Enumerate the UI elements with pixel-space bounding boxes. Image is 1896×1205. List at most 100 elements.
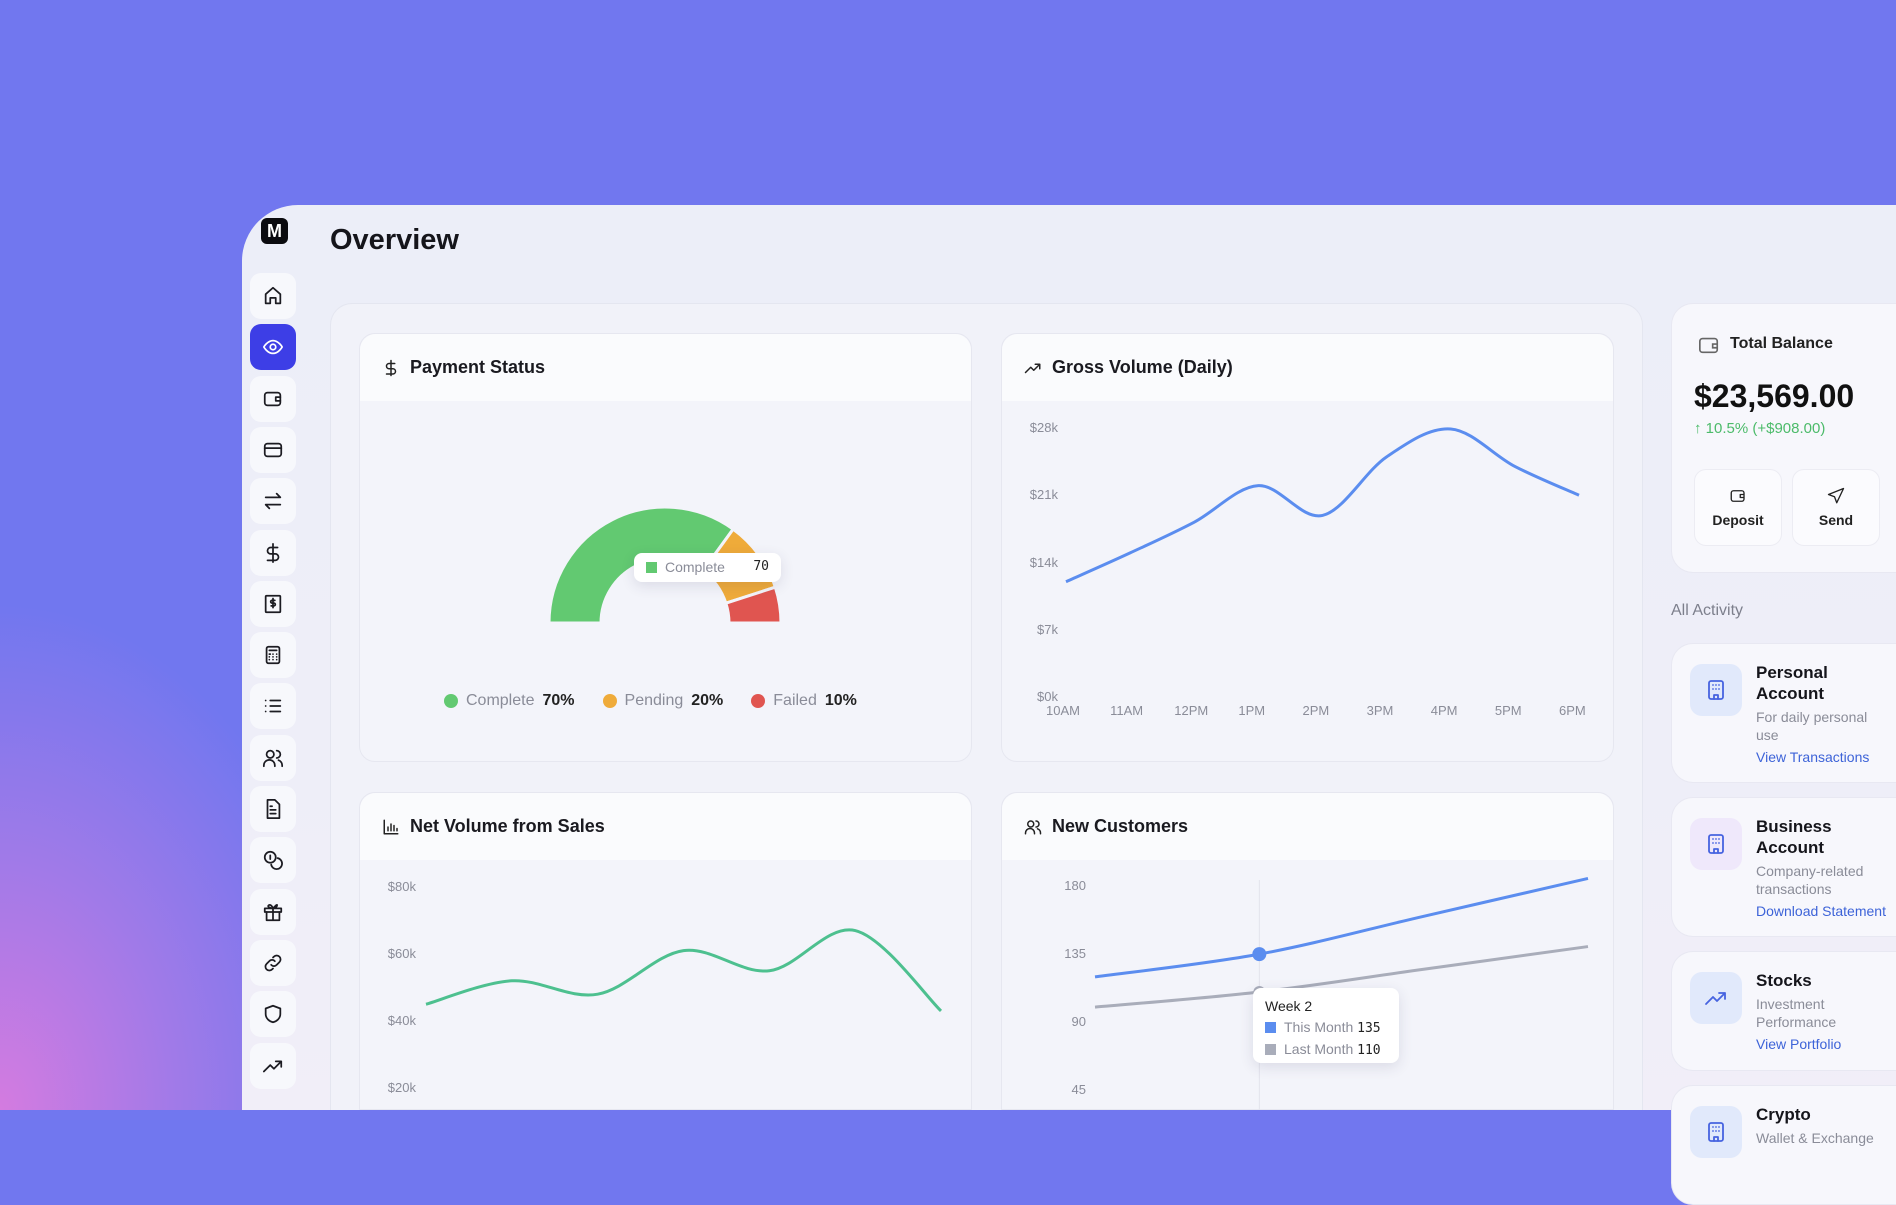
credit-card-icon xyxy=(263,442,283,458)
activity-subtitle: Wallet & Exchange xyxy=(1756,1130,1874,1146)
tooltip-label: Last Month xyxy=(1284,1041,1354,1057)
tooltip-value: 135 xyxy=(1357,1021,1381,1036)
deposit-button[interactable]: Deposit xyxy=(1694,469,1782,546)
activity-item[interactable]: Stocks Investment Performance View Portfol… xyxy=(1671,951,1896,1071)
app-logo: M xyxy=(261,218,288,244)
trending-up-icon xyxy=(1024,363,1041,373)
calculator-icon xyxy=(265,645,281,665)
sidebar-item-shield[interactable] xyxy=(250,991,296,1038)
send-button[interactable]: Send xyxy=(1792,469,1880,546)
trending-up-icon xyxy=(1705,992,1726,1005)
button-label: Send xyxy=(1818,512,1854,528)
home-icon xyxy=(264,286,282,305)
activity-icon-box xyxy=(1690,818,1742,870)
activity-title: Stocks xyxy=(1756,971,1812,990)
legend-pending[interactable]: Pending 20% xyxy=(602,692,724,710)
sidebar-item-calculator[interactable] xyxy=(250,632,296,679)
activity-icon-box xyxy=(1690,1106,1742,1158)
sidebar-item-users[interactable] xyxy=(250,734,296,781)
button-label: Deposit xyxy=(1712,512,1764,528)
activity-item[interactable]: Personal Account For daily personal use Vi… xyxy=(1671,643,1896,783)
sidebar-item-list[interactable] xyxy=(250,683,296,730)
sidebar-item-credit-card[interactable] xyxy=(250,426,296,473)
tooltip-value: 110 xyxy=(1357,1043,1381,1058)
activity-subtitle: Company-related transactions xyxy=(1756,863,1864,897)
tooltip-value: 70 xyxy=(753,559,769,574)
building-icon xyxy=(1708,1122,1724,1142)
building-icon xyxy=(1708,680,1724,700)
users-icon xyxy=(1024,819,1042,834)
activity-link[interactable]: View Transactions xyxy=(1756,749,1870,765)
wallet-icon xyxy=(1699,337,1719,354)
users-icon xyxy=(262,749,284,767)
total-balance-card: Total Balance $23,569.00 ↑ 10.5% (+$908.… xyxy=(1671,303,1896,573)
y-tick-label: 90 xyxy=(1071,1014,1086,1030)
activity-icon-box xyxy=(1690,972,1742,1024)
net-volume-card: Net Volume from Sales xyxy=(359,792,972,1110)
building-icon xyxy=(1708,834,1724,854)
sidebar-item-eye[interactable] xyxy=(250,324,296,371)
document-icon xyxy=(266,798,281,820)
sidebar-item-trending-up[interactable] xyxy=(250,1042,296,1089)
y-tick-label: 135 xyxy=(1064,946,1086,962)
tooltip-swatch xyxy=(1265,1022,1276,1033)
sidebar-item-document[interactable] xyxy=(250,786,296,832)
sidebar-item-link[interactable] xyxy=(250,939,296,986)
x-tick-label: 12PM xyxy=(1174,703,1209,718)
legend-complete[interactable]: Complete 70% xyxy=(444,692,575,710)
sidebar-item-bill[interactable] xyxy=(250,580,296,627)
y-tick-label: $0k xyxy=(1037,689,1058,704)
y-tick-label: $80k xyxy=(387,879,416,894)
link-icon xyxy=(264,954,282,972)
x-tick-label: 1PM xyxy=(1238,703,1266,718)
x-tick-label: 4PM xyxy=(1430,703,1458,718)
legend-label: Complete xyxy=(466,692,535,709)
wallet-icon xyxy=(263,391,282,406)
customers-tooltip: Week 2 This Month 135 Last Month 110 xyxy=(1253,988,1399,1063)
dollar-icon xyxy=(385,359,397,376)
tooltip-swatch xyxy=(646,562,657,573)
balance-amount: $23,569.00 xyxy=(1694,378,1855,414)
y-tick-label: $60k xyxy=(387,946,416,961)
activity-item[interactable]: Business Account Company-related transact… xyxy=(1671,797,1896,937)
page-title: Overview xyxy=(330,224,459,256)
gross-volume-card: Gross Volume (Daily) xyxy=(1001,333,1614,762)
activity-item[interactable]: Crypto Wallet & Exchange xyxy=(1671,1085,1896,1205)
legend-dot xyxy=(602,694,617,708)
x-tick-label: 5PM xyxy=(1494,703,1522,718)
activity-heading: All Activity xyxy=(1671,602,1744,619)
activity-subtitle: For daily personal use xyxy=(1756,709,1868,743)
send-icon xyxy=(1827,487,1845,504)
card-title: Gross Volume (Daily) xyxy=(1052,357,1233,377)
sidebar-item-transfer[interactable] xyxy=(250,478,296,525)
activity-link[interactable]: Download Statement xyxy=(1756,903,1886,919)
legend-failed[interactable]: Failed 10% xyxy=(751,692,857,710)
legend-label: Failed xyxy=(773,692,817,709)
y-tick-label: $20k xyxy=(387,1080,416,1095)
wallet-icon xyxy=(1730,490,1745,502)
tooltip-title: Week 2 xyxy=(1265,998,1313,1014)
x-tick-label: 2PM xyxy=(1302,703,1330,718)
y-tick-label: $21k xyxy=(1029,487,1058,503)
activity-list: Personal Account For daily personal use Vi… xyxy=(1671,643,1896,1205)
activity-title: Business Account xyxy=(1756,817,1832,857)
activity-subtitle: Investment Performance xyxy=(1756,996,1837,1030)
sidebar-item-dollar[interactable] xyxy=(250,529,296,576)
balance-title: Total Balance xyxy=(1730,335,1833,352)
eye-icon xyxy=(262,340,284,355)
y-tick-label: $7k xyxy=(1037,621,1058,637)
legend-value: 20% xyxy=(691,692,724,709)
sidebar-item-home[interactable] xyxy=(250,273,296,319)
activity-link[interactable]: View Portfolio xyxy=(1756,1036,1842,1052)
sidebar-item-coins[interactable] xyxy=(250,837,296,884)
legend-dot xyxy=(751,694,766,708)
x-tick-label: 3PM xyxy=(1366,703,1394,718)
x-tick-label: 6PM xyxy=(1559,703,1586,718)
trending-up-icon xyxy=(262,1060,283,1072)
transfer-icon xyxy=(264,492,282,510)
sidebar-item-gift[interactable] xyxy=(250,888,296,935)
y-tick-label: 45 xyxy=(1071,1082,1086,1098)
sidebar-item-wallet[interactable] xyxy=(250,375,296,422)
activity-title: Crypto xyxy=(1756,1105,1811,1124)
list-icon xyxy=(264,700,282,713)
